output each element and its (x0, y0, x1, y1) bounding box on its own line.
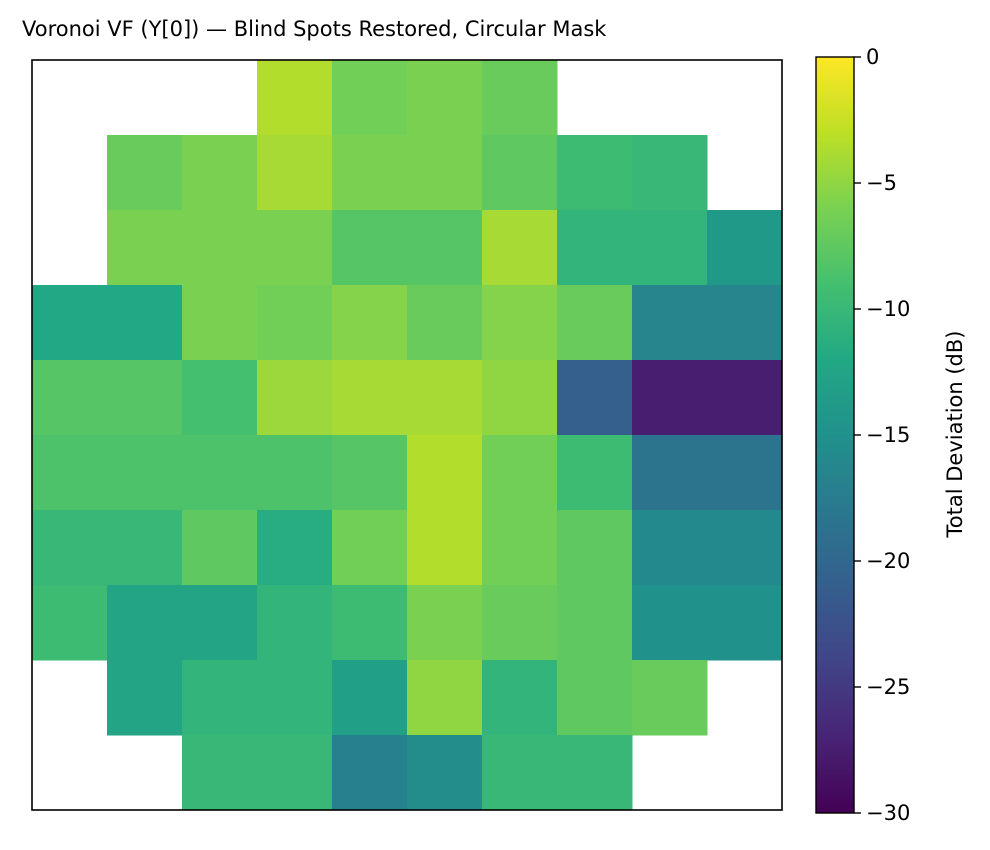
heatmap-cell (257, 135, 333, 211)
heatmap-cell (257, 510, 333, 586)
heatmap-cell (182, 360, 258, 436)
heatmap-cell (632, 585, 708, 661)
heatmap-cell (632, 660, 708, 736)
heatmap-cell (332, 735, 408, 811)
heatmap-cell (257, 435, 333, 511)
heatmap-cell (632, 435, 708, 511)
heatmap-cell (482, 60, 558, 136)
heatmap-cell (557, 210, 633, 286)
heatmap-cell (557, 510, 633, 586)
heatmap-cell (482, 135, 558, 211)
heatmap-cell (482, 735, 558, 811)
heatmap-cell (182, 735, 258, 811)
heatmap-cell (632, 135, 708, 211)
heatmap-cell (407, 360, 483, 436)
heatmap-cell (332, 510, 408, 586)
heatmap-cell (257, 210, 333, 286)
heatmap-cell (332, 585, 408, 661)
heatmap-cell (632, 360, 708, 436)
heatmap-cell (407, 585, 483, 661)
heatmap-cell (107, 660, 183, 736)
heatmap-cell (482, 360, 558, 436)
heatmap-cell (32, 585, 108, 661)
heatmap-cell (332, 660, 408, 736)
colorbar-ticks: 0 −5 −10 −15 −20 −25 −30 (854, 45, 910, 825)
heatmap-cell (707, 510, 783, 586)
plot-frame (31, 59, 783, 811)
heatmap-cell (107, 510, 183, 586)
heatmap-cell (257, 60, 333, 136)
heatmap-cell (632, 210, 708, 286)
heatmap-cell (557, 360, 633, 436)
heatmap-cell (182, 135, 258, 211)
heatmap-cell (557, 735, 633, 811)
chart-title: Voronoi VF (Y[0]) — Blind Spots Restored… (22, 17, 607, 41)
heatmap-cell (632, 510, 708, 586)
heatmap-cell (332, 360, 408, 436)
heatmap-cell (557, 585, 633, 661)
heatmap-cell (182, 660, 258, 736)
heatmap-cell (332, 210, 408, 286)
heatmap-cell (182, 210, 258, 286)
heatmap-cell (632, 285, 708, 361)
colorbar-tick-label: −5 (866, 171, 897, 195)
heatmap-cell (257, 285, 333, 361)
heatmap-cell (557, 285, 633, 361)
colorbar (815, 56, 855, 814)
colorbar-label: Total Deviation (dB) (943, 330, 967, 538)
heatmap-cell (107, 285, 183, 361)
heatmap-cell (557, 135, 633, 211)
heatmap-cell (107, 135, 183, 211)
heatmap-cell (32, 285, 108, 361)
heatmap-cell (407, 435, 483, 511)
heatmap-cell (107, 585, 183, 661)
heatmap-cell (182, 510, 258, 586)
colorbar-tick-label: 0 (866, 45, 879, 69)
heatmap-cell (257, 360, 333, 436)
heatmap-cell (407, 510, 483, 586)
colorbar-tick-label: −25 (866, 675, 910, 699)
heatmap-cell (707, 360, 783, 436)
heatmap-cell (257, 585, 333, 661)
heatmap-cell (482, 285, 558, 361)
heatmap-cell (707, 285, 783, 361)
heatmap-cell (557, 435, 633, 511)
heatmap-cell (32, 360, 108, 436)
heatmap-cell (482, 210, 558, 286)
heatmap-cell (182, 435, 258, 511)
colorbar-tick-label: −20 (866, 549, 910, 573)
heatmap-cell (332, 60, 408, 136)
heatmap-cell (107, 435, 183, 511)
heatmap-cell (32, 435, 108, 511)
heatmap-cell (182, 585, 258, 661)
heatmap-cell (107, 210, 183, 286)
heatmap-cell (557, 660, 633, 736)
heatmap-cell (482, 660, 558, 736)
heatmap-cells (32, 60, 783, 811)
heatmap-cell (407, 660, 483, 736)
heatmap-cell (407, 285, 483, 361)
heatmap-cell (482, 435, 558, 511)
heatmap-cell (482, 510, 558, 586)
heatmap-cell (32, 510, 108, 586)
colorbar-tick-label: −10 (866, 297, 910, 321)
heatmap-cell (407, 210, 483, 286)
heatmap-cell (332, 435, 408, 511)
heatmap-cell (257, 660, 333, 736)
heatmap-cell (257, 735, 333, 811)
heatmap-cell (407, 60, 483, 136)
heatmap-cell (182, 285, 258, 361)
heatmap-cell (407, 735, 483, 811)
heatmap-cell (482, 585, 558, 661)
heatmap-cell (332, 135, 408, 211)
colorbar-tick-label: −30 (866, 801, 910, 825)
heatmap-cell (707, 210, 783, 286)
heatmap-cell (107, 360, 183, 436)
colorbar-tick-label: −15 (866, 423, 910, 447)
heatmap-cell (332, 285, 408, 361)
heatmap-cell (707, 585, 783, 661)
heatmap-cell (707, 435, 783, 511)
heatmap-cell (407, 135, 483, 211)
